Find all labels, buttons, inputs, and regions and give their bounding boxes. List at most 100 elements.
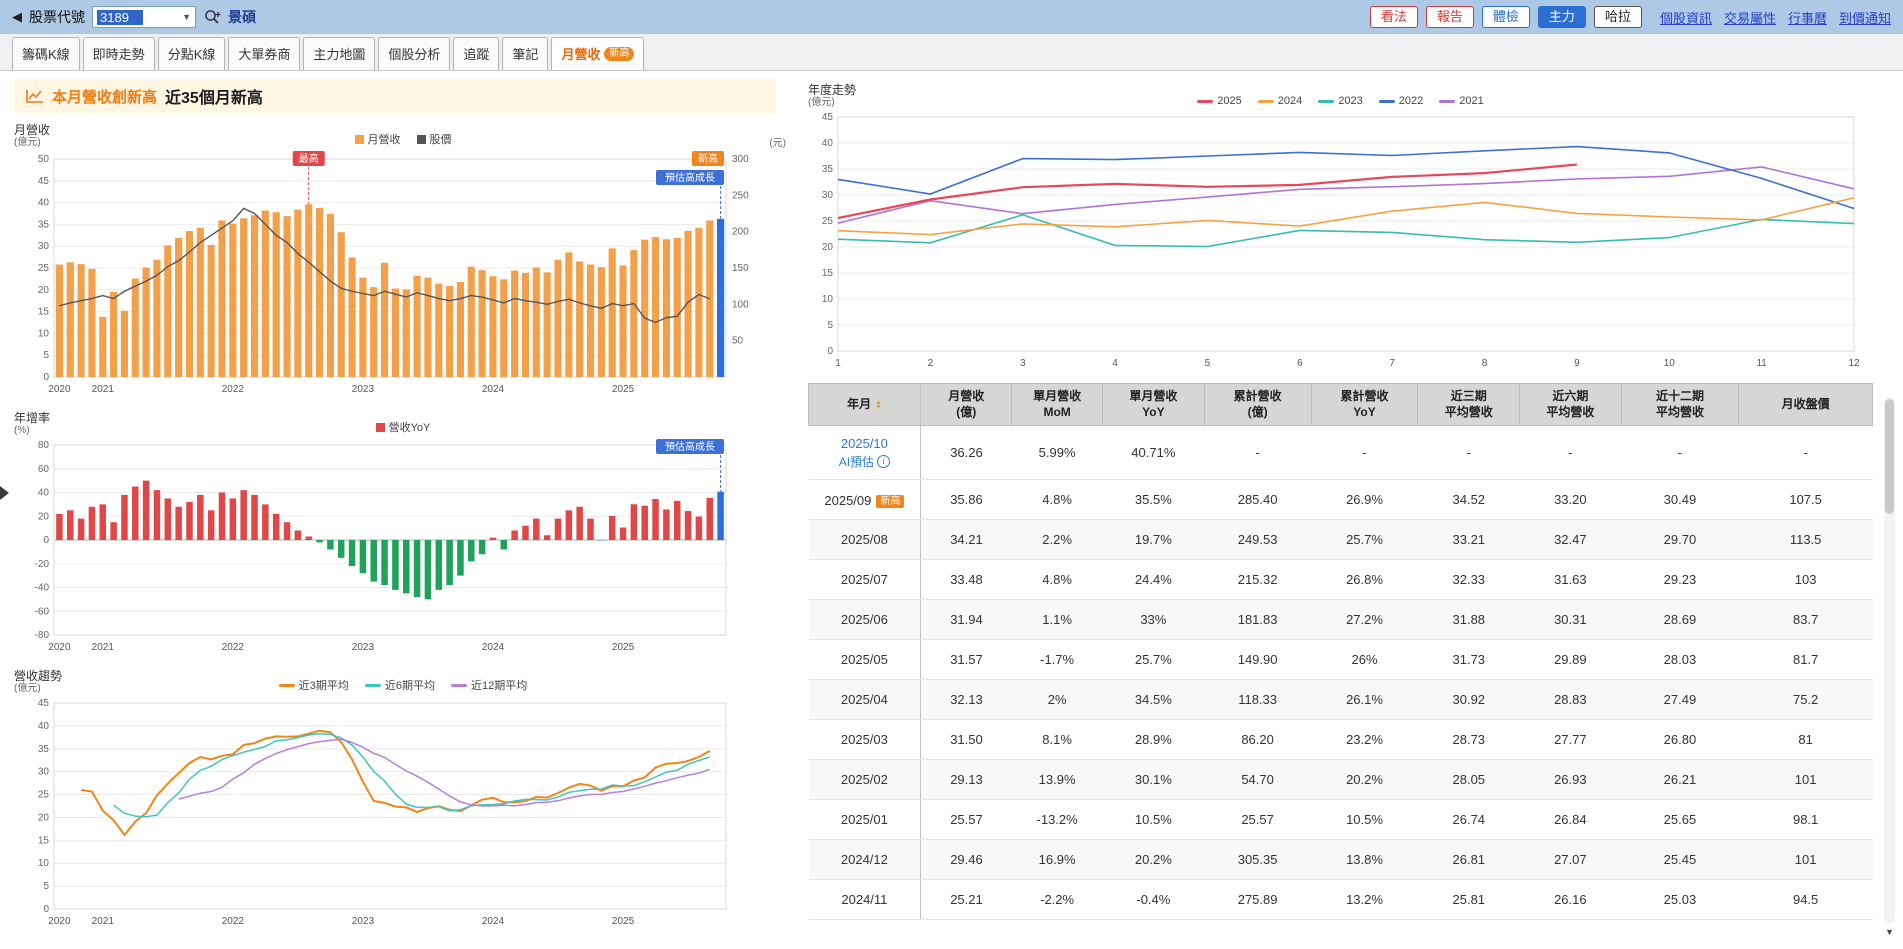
topbar-button-體檢[interactable]: 體檢	[1481, 6, 1530, 28]
svg-text:0: 0	[43, 535, 49, 546]
table-cell: -0.4%	[1102, 879, 1205, 920]
legend-item-2024[interactable]: 2024	[1257, 95, 1302, 107]
legend-item-2021[interactable]: 2021	[1439, 95, 1484, 107]
monthly-revenue-chart[interactable]: 0510152025303540455050100150200250300202…	[14, 149, 772, 401]
panel-expand-handle[interactable]	[0, 486, 9, 500]
svg-text:-40: -40	[35, 583, 50, 594]
table-row-2025/01[interactable]: 2025/01 25.57 -13.2% 10.5% 25.57 10.5% 26.74 26…	[808, 799, 1873, 840]
tab-即時走勢[interactable]: 即時走勢	[82, 37, 155, 70]
info-icon[interactable]: i	[877, 454, 891, 468]
topbar-actions: 看法 報告 體檢 主力 哈拉 個股資訊 交易屬性 行事曆 到價通知	[1369, 6, 1891, 28]
table-header-row: 年月 ▲ ▼ 月營收 (億) 單月營收 MoM 單月營收 YoY 累計營收 (億) 累計營收 YoY 近三…	[807, 383, 1873, 426]
table-cell: -13.2%	[1011, 799, 1103, 840]
table-cell: 4.8%	[1011, 479, 1103, 520]
yoy-chart[interactable]: -80 -60 -40 -20 0 20 40 60 80 2020 2021 2022 2023 202…	[14, 437, 772, 659]
month-label: 2025/03	[840, 732, 888, 747]
topbar-link-交易屬性[interactable]: 交易屬性	[1723, 10, 1776, 26]
table-cell: 30.92	[1417, 679, 1520, 720]
table-row-2025/05[interactable]: 2025/05 31.57 -1.7% 25.7% 149.90 26% 31.73 29.8…	[808, 639, 1873, 680]
svg-text:10: 10	[822, 294, 834, 305]
topbar-button-主力[interactable]: 主力	[1537, 6, 1586, 28]
topbar-button-哈拉[interactable]: 哈拉	[1593, 6, 1642, 28]
stock-code-input[interactable]: 3189 ▼	[92, 6, 196, 28]
svg-text:20: 20	[38, 285, 50, 296]
table-row-2024/11[interactable]: 2024/11 25.21 -2.2% -0.4% 275.89 13.2% 25.81 26…	[808, 879, 1873, 920]
table-row-2025/06[interactable]: 2025/06 31.94 1.1% 33% 181.83 27.2% 31.88 30.31…	[808, 599, 1873, 640]
tab-分點K線[interactable]: 分點K線	[157, 37, 226, 70]
tab-筆記[interactable]: 筆記	[502, 37, 549, 70]
table-cell: 28.05	[1417, 759, 1520, 800]
tab-主力地圖[interactable]: 主力地圖	[303, 37, 376, 70]
svg-text:15: 15	[38, 835, 50, 846]
topbar-button-報告[interactable]: 報告	[1425, 6, 1474, 28]
table-row-2025/09[interactable]: 2025/09 新高 35.86 4.8% 35.5% 285.40 26.9% 34.52 3…	[808, 479, 1873, 520]
table-scrollbar[interactable]	[1884, 397, 1895, 923]
table-row-2025/04[interactable]: 2025/04 32.13 2% 34.5% 118.33 26.1% 30.92 28.83…	[808, 679, 1873, 720]
ai-estimate-label[interactable]: AI預估 i	[809, 453, 921, 470]
legend-item-2023[interactable]: 2023	[1318, 95, 1363, 107]
svg-text:2020: 2020	[48, 642, 71, 653]
table-cell: 25.57	[1204, 799, 1312, 840]
legend-item-近3期平均[interactable]: 近3期平均	[278, 677, 349, 693]
legend-item-營收YoY[interactable]: 營收YoY	[375, 419, 430, 435]
table-row-2025/08[interactable]: 2025/08 34.21 2.2% 19.7% 249.53 25.7% 33.21 32.…	[808, 519, 1873, 560]
table-cell: 101	[1738, 839, 1873, 880]
stock-code-value: 3189	[97, 9, 143, 25]
table-row-2025/03[interactable]: 2025/03 31.50 8.1% 28.9% 86.20 23.2% 28.73 27.7…	[808, 719, 1873, 760]
topbar-link-到價通知[interactable]: 到價通知	[1838, 10, 1891, 26]
table-row-2025/07[interactable]: 2025/07 33.48 4.8% 24.4% 215.32 26.8% 32.33 31.…	[808, 559, 1873, 600]
table-cell: 26.16	[1519, 879, 1622, 920]
yearly-chart-block: 年度走勢 (億元) 2025 2024 2023 2022 2021 0 5 10 15 20 2…	[808, 79, 1873, 375]
legend-item-2025[interactable]: 2025	[1197, 95, 1242, 107]
topbar-link-行事曆[interactable]: 行事曆	[1787, 10, 1827, 26]
table-cell: 26.74	[1417, 799, 1520, 840]
svg-text:20: 20	[38, 511, 50, 522]
legend-item-2022[interactable]: 2022	[1378, 95, 1423, 107]
trend-icon	[26, 89, 43, 103]
tab-月營收[interactable]: 月營收 新高	[551, 37, 645, 70]
legend-item-月營收[interactable]: 月營收	[354, 131, 401, 147]
dropdown-caret-icon[interactable]: ▼	[182, 12, 191, 22]
svg-text:30: 30	[38, 767, 50, 778]
svg-text:5: 5	[43, 350, 49, 361]
tab-大單券商[interactable]: 大單券商	[228, 37, 301, 70]
svg-text:新高: 新高	[698, 152, 718, 165]
header-label: 單月營收	[1129, 388, 1178, 403]
tab-個股分析[interactable]: 個股分析	[378, 37, 451, 70]
svg-text:30: 30	[822, 190, 834, 201]
column-header-累計營收: 累計營收 YoY	[1310, 383, 1419, 426]
legend-item-近12期平均[interactable]: 近12期平均	[451, 677, 527, 693]
main-content: 本月營收創新高 近35個月新高 月營收 (億元) 月營收 股價 (元) 0 5 10 1…	[0, 71, 1903, 939]
month-label: 2025/04	[840, 692, 888, 707]
column-header-單月營收: 單月營收 MoM	[1011, 383, 1104, 426]
topbar-link-個股資訊[interactable]: 個股資訊	[1659, 10, 1712, 26]
table-cell: 26%	[1311, 639, 1418, 680]
scrollbar-thumb[interactable]	[1885, 399, 1894, 514]
search-zoom-icon[interactable]	[203, 8, 221, 26]
back-icon[interactable]: ◀	[12, 9, 22, 24]
tab-追蹤[interactable]: 追蹤	[453, 37, 500, 70]
svg-text:35: 35	[38, 744, 50, 755]
month-cell[interactable]: 2025/10 AI預估 i	[808, 425, 922, 480]
svg-text:80: 80	[38, 440, 50, 451]
table-row-2025/02[interactable]: 2025/02 29.13 13.9% 30.1% 54.70 20.2% 28.05 26.…	[808, 759, 1873, 800]
tab-label: 籌碼K線	[22, 47, 70, 62]
tab-籌碼K線[interactable]: 籌碼K線	[12, 37, 80, 70]
table-row-2024/12[interactable]: 2024/12 29.46 16.9% 20.2% 305.35 13.8% 26.81 27…	[808, 839, 1873, 880]
svg-text:5: 5	[827, 320, 833, 331]
ai-estimate-text: AI預估	[838, 454, 875, 469]
legend-item-近6期平均[interactable]: 近6期平均	[364, 677, 435, 693]
legend-item-股價[interactable]: 股價	[416, 131, 452, 147]
table-cell: 2%	[1011, 679, 1103, 720]
topbar-button-看法[interactable]: 看法	[1369, 6, 1418, 28]
svg-text:11: 11	[1756, 358, 1767, 369]
table-row-2025/10[interactable]: 2025/10 AI預估 i 36.26 5.99% 40.71% - - - - - -	[808, 425, 1873, 480]
column-header-年月[interactable]: 年月 ▲ ▼	[807, 383, 922, 426]
svg-text:20: 20	[822, 242, 834, 253]
header-label: 月收盤價	[1781, 396, 1830, 411]
trend-chart-block: 營收趨勢 (億元) 近3期平均 近6期平均 近12期平均 0 5 10 15 20 25 30 3…	[14, 665, 792, 933]
sort-icon[interactable]: ▲ ▼	[875, 398, 883, 411]
scroll-down-icon[interactable]: ▼	[1885, 927, 1894, 937]
